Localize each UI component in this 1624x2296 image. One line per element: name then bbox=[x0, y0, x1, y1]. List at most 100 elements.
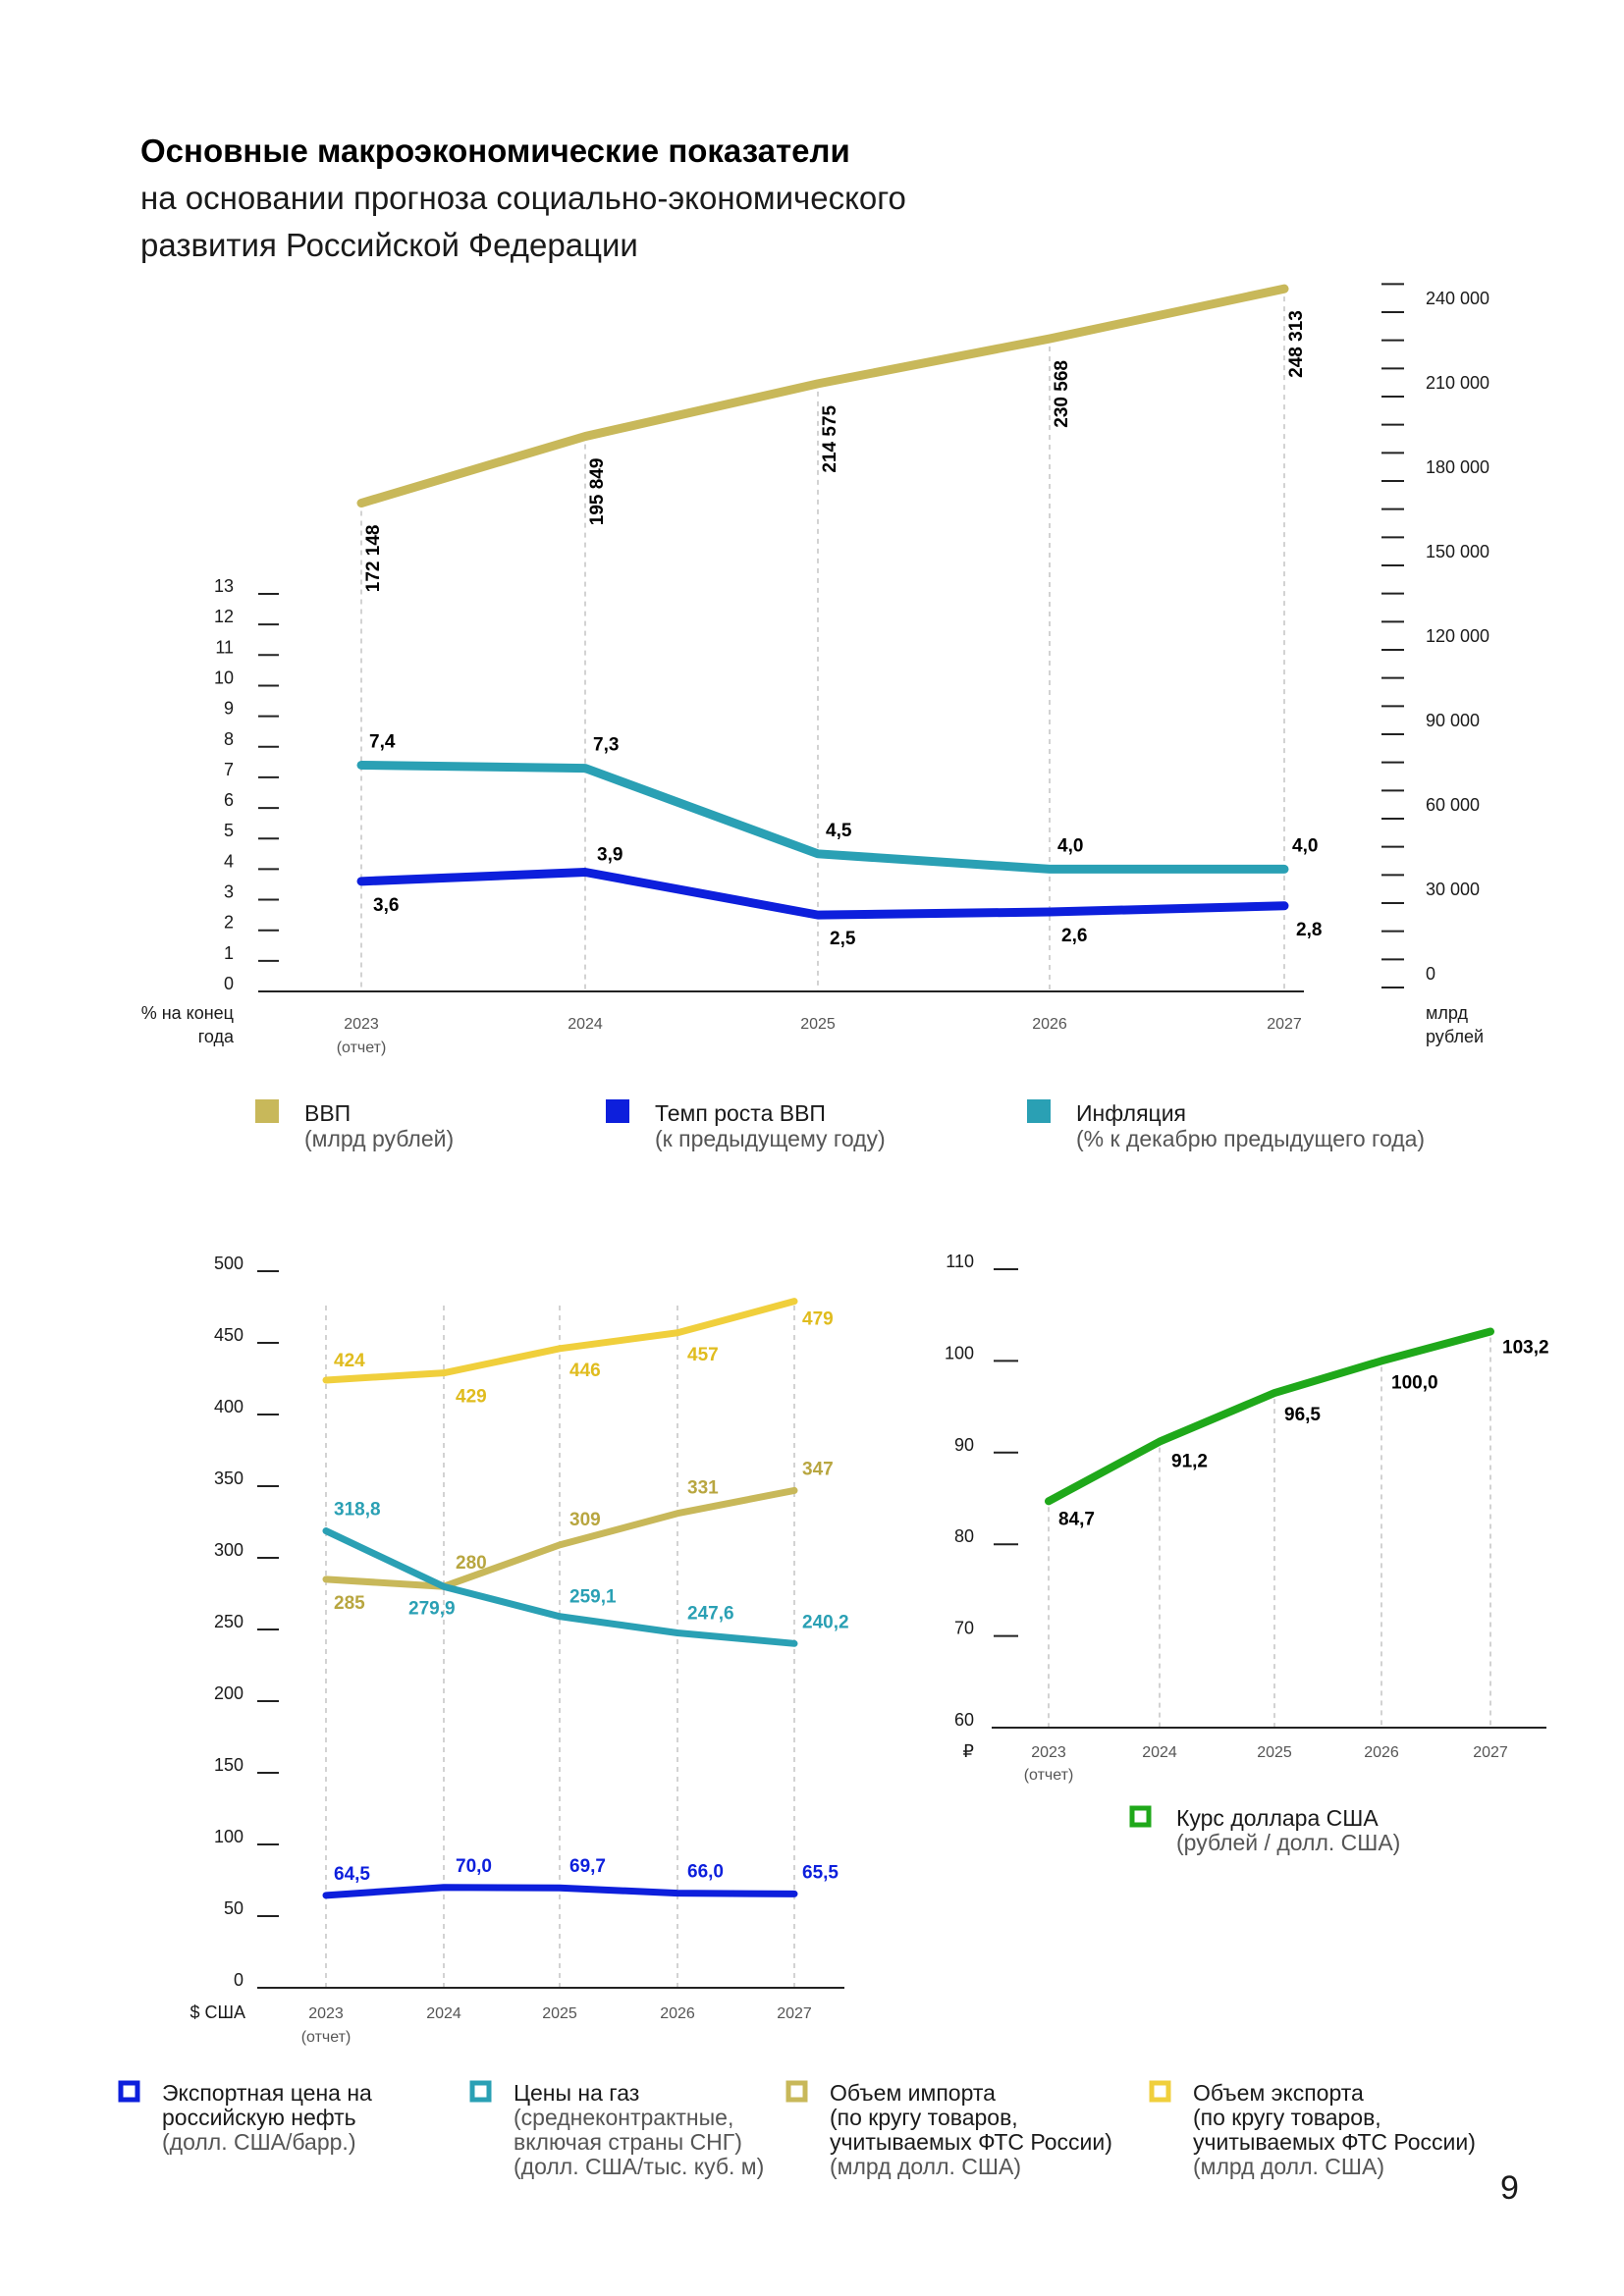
chart2-legend-sub: включая страны СНГ) bbox=[514, 2129, 742, 2155]
chart3-x-tick-note: (отчет) bbox=[1024, 1767, 1074, 1784]
gdp-data-label: 195 849 bbox=[587, 458, 608, 526]
gdp-data-label: 230 568 bbox=[1052, 360, 1072, 428]
page-number: 9 bbox=[1500, 2169, 1519, 2207]
chart3-y-tick-label: 70 bbox=[954, 1619, 974, 1638]
chart1-legend-swatch-gdp bbox=[255, 1099, 279, 1123]
chart2-legend-name: (по кругу товаров, bbox=[1193, 2105, 1381, 2130]
export-data-label: 479 bbox=[802, 1309, 834, 1330]
chart1-left-tick-label: 2 bbox=[224, 913, 234, 933]
chart1-left-tick-label: 7 bbox=[224, 760, 234, 779]
usd-data-label: 96,5 bbox=[1284, 1405, 1321, 1425]
gas-data-label: 247,6 bbox=[687, 1604, 734, 1625]
growth-data-label: 2,6 bbox=[1061, 926, 1087, 946]
chart1-legend-sub: (% к декабрю предыдущего года) bbox=[1076, 1126, 1425, 1151]
chart1-x-tick-label: 2023 bbox=[344, 1016, 379, 1033]
chart2-y-tick-label: 450 bbox=[214, 1325, 244, 1345]
chart1-legend-swatch-inflation bbox=[1027, 1099, 1051, 1123]
chart1-right-tick-label: 120 000 bbox=[1426, 626, 1489, 646]
chart2-y-tick-label: 350 bbox=[214, 1468, 244, 1488]
chart3: 60 70 80 90 100 110 ₽ 2023 2024 2025 2026 2027 (отче… bbox=[945, 1252, 1549, 1855]
chart3-legend-swatch-usd bbox=[1129, 1805, 1152, 1828]
import-data-label: 280 bbox=[456, 1553, 487, 1574]
chart2-legend-swatch-export bbox=[1149, 2080, 1171, 2103]
chart2-legend-name: Цены на газ bbox=[514, 2080, 639, 2106]
chart1-legend-sub: (к предыдущему году) bbox=[655, 1126, 886, 1151]
oil-data-label: 70,0 bbox=[456, 1856, 492, 1877]
chart1-right-tick-label: 90 000 bbox=[1426, 711, 1480, 730]
chart2-y-tick-label: 500 bbox=[214, 1254, 244, 1273]
chart2-x-tick-note: (отчет) bbox=[301, 2029, 352, 2046]
gdp-series-line bbox=[356, 284, 1289, 508]
chart1-right-tick-label: 240 000 bbox=[1426, 289, 1489, 308]
chart2-legend-sub: (долл. США/тыс. куб. м) bbox=[514, 2154, 764, 2179]
chart3-x-tick-label: 2026 bbox=[1364, 1744, 1399, 1761]
chart3-x-tick-label: 2025 bbox=[1257, 1744, 1292, 1761]
gas-data-label: 240,2 bbox=[802, 1612, 849, 1632]
chart3-y-tick-label: 110 bbox=[946, 1252, 974, 1271]
export-data-label: 457 bbox=[687, 1345, 719, 1365]
gdp-data-label: 248 313 bbox=[1286, 310, 1307, 378]
chart3-y-tick-label: 60 bbox=[954, 1710, 974, 1730]
chart2-x-tick-label: 2024 bbox=[426, 2005, 461, 2022]
chart1-right-tick-label: 30 000 bbox=[1426, 880, 1480, 899]
chart1-x-tick-label: 2024 bbox=[568, 1016, 603, 1033]
import-data-label: 309 bbox=[569, 1510, 601, 1530]
chart2-legend-swatch-gas bbox=[469, 2080, 492, 2103]
chart2-y-tick-label: 200 bbox=[214, 1683, 244, 1703]
chart1-right-axis-label: млрд bbox=[1426, 1003, 1468, 1023]
chart1-left-tick-label: 13 bbox=[214, 576, 234, 596]
usd-data-label: 100,0 bbox=[1391, 1372, 1438, 1393]
chart2-legend-name: Объем экспорта bbox=[1193, 2080, 1364, 2106]
chart1-left-tick-label: 10 bbox=[214, 667, 234, 687]
chart3-legend-name: Курс доллара США bbox=[1176, 1805, 1379, 1831]
chart3-y-axis-label: ₽ bbox=[963, 1741, 974, 1761]
chart1-right-tick-label: 210 000 bbox=[1426, 373, 1489, 393]
chart2-legend-sub: (долл. США/барр.) bbox=[162, 2129, 355, 2155]
chart1-left-tick-label: 4 bbox=[224, 851, 234, 871]
chart2-legend-sub: (млрд долл. США) bbox=[1193, 2154, 1384, 2179]
chart1-left-axis-label: % на конец bbox=[141, 1003, 234, 1023]
chart2-x-tick-label: 2026 bbox=[660, 2005, 695, 2022]
chart3-x-tick-label: 2027 bbox=[1473, 1744, 1508, 1761]
chart2-y-tick-label: 100 bbox=[214, 1827, 244, 1846]
chart2-x-tick-label: 2027 bbox=[777, 2005, 812, 2022]
chart1-x-tick-label: 2025 bbox=[800, 1016, 836, 1033]
growth-series-line bbox=[356, 868, 1289, 920]
chart1-left-tick-label: 6 bbox=[224, 790, 234, 810]
oil-data-label: 64,5 bbox=[334, 1864, 370, 1885]
import-data-label: 285 bbox=[334, 1593, 365, 1614]
chart1-x-tick-note: (отчет) bbox=[337, 1040, 387, 1056]
inflation-data-label: 4,5 bbox=[826, 821, 852, 841]
chart3-x-tick-label: 2024 bbox=[1142, 1744, 1177, 1761]
inflation-data-label: 4,0 bbox=[1057, 835, 1083, 856]
chart2-legend-name: российскую нефть bbox=[162, 2105, 356, 2130]
chart2-x-tick-label: 2023 bbox=[308, 2005, 344, 2022]
export-data-label: 424 bbox=[334, 1351, 365, 1371]
chart1-left-tick-label: 11 bbox=[215, 637, 234, 657]
gas-data-label: 318,8 bbox=[334, 1500, 381, 1521]
inflation-data-label: 7,4 bbox=[369, 731, 396, 752]
chart2: 0 50 100 150 200 250 300 350 400 450 500 $ США 2023 2… bbox=[118, 1254, 1476, 2179]
chart2-y-tick-label: 0 bbox=[234, 1970, 244, 1990]
chart2-y-tick-label: 400 bbox=[214, 1397, 244, 1416]
page-subtitle-line2: развития Российской Федерации bbox=[140, 227, 638, 263]
chart1-right-tick-label: 150 000 bbox=[1426, 542, 1489, 561]
chart1-right-tick-label: 0 bbox=[1426, 964, 1435, 984]
gas-series-line bbox=[322, 1527, 798, 1647]
chart3-y-tick-label: 80 bbox=[954, 1526, 974, 1546]
chart1-legend-name: ВВП bbox=[304, 1100, 351, 1126]
oil-series-line bbox=[322, 1884, 798, 1899]
inflation-data-label: 4,0 bbox=[1292, 835, 1318, 856]
gdp-data-label: 214 575 bbox=[820, 404, 840, 472]
chart1-left-axis-label: года bbox=[198, 1027, 235, 1046]
chart2-legend-name: Объем импорта bbox=[830, 2080, 996, 2106]
chart1-left-tick-label: 1 bbox=[224, 943, 234, 963]
chart2-legend-name: (по кругу товаров, bbox=[830, 2105, 1018, 2130]
chart1-legend-name: Инфляция bbox=[1076, 1100, 1186, 1126]
chart1-left-tick-label: 5 bbox=[224, 821, 234, 840]
chart1-legend-sub: (млрд рублей) bbox=[304, 1126, 454, 1151]
usd-data-label: 91,2 bbox=[1171, 1452, 1208, 1472]
inflation-data-label: 7,3 bbox=[593, 735, 619, 756]
growth-data-label: 3,6 bbox=[373, 895, 399, 916]
